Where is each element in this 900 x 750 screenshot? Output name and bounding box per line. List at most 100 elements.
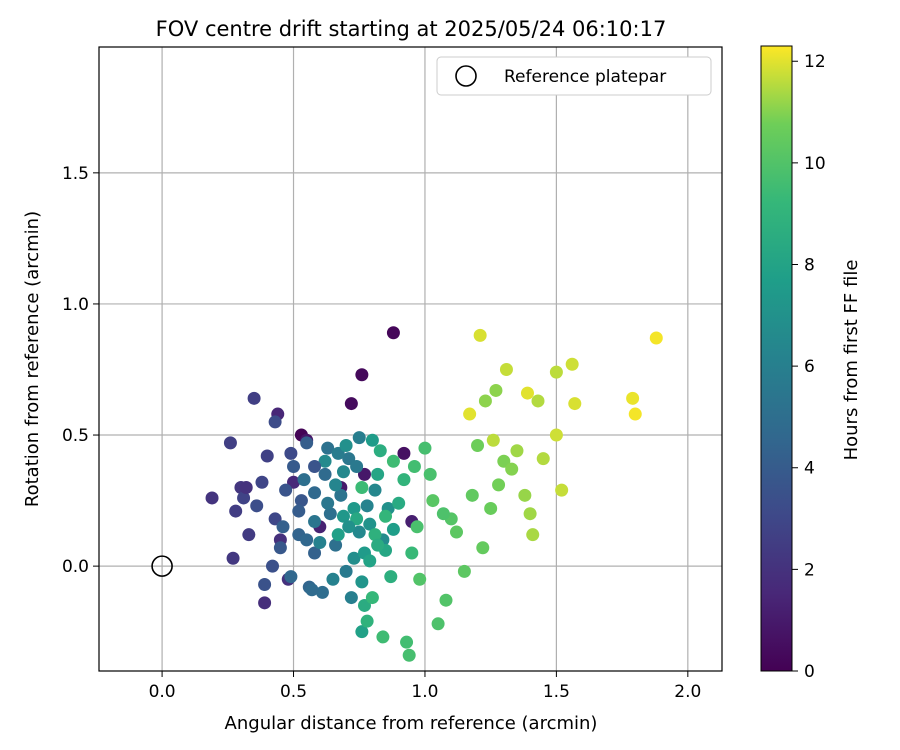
scatter-point (318, 454, 332, 468)
scatter-point (276, 520, 290, 534)
scatter-point (365, 433, 379, 447)
scatter-point (397, 446, 411, 460)
scatter-point (489, 383, 503, 397)
scatter-point (439, 593, 453, 607)
scatter-point (284, 570, 298, 584)
scatter-point (258, 577, 272, 591)
scatter-point (352, 431, 366, 445)
scatter-point (357, 598, 371, 612)
colorbar-tick-label: 6 (804, 357, 815, 377)
scatter-point (402, 648, 416, 662)
scatter-point (329, 538, 343, 552)
scatter-point (308, 459, 322, 473)
scatter-point (484, 501, 498, 515)
scatter-point (413, 572, 427, 586)
scatter-point (526, 528, 540, 542)
x-tick-label: 0.5 (280, 682, 307, 702)
scatter-point (379, 509, 393, 523)
scatter-point (476, 541, 490, 555)
scatter-point (268, 512, 282, 526)
scatter-point (478, 394, 492, 408)
scatter-point (492, 478, 506, 492)
scatter-point (400, 635, 414, 649)
scatter-point (279, 483, 293, 497)
scatter-point (321, 496, 335, 510)
scatter-point (239, 480, 253, 494)
scatter-point (273, 541, 287, 555)
scatter-point (237, 491, 251, 505)
colorbar-tick-label: 2 (804, 560, 815, 580)
scatter-point (373, 444, 387, 458)
scatter-point (315, 585, 329, 599)
scatter-point (329, 478, 343, 492)
colorbar-label: Hours from first FF file (841, 260, 862, 461)
x-axis-ticks: 0.0 0.5 1.0 1.5 2.0 (149, 671, 701, 702)
scatter-point (407, 459, 421, 473)
scatter-point (568, 397, 582, 411)
scatter-point (465, 488, 479, 502)
scatter-point (308, 546, 322, 560)
scatter-point (355, 625, 369, 639)
scatter-point (250, 499, 264, 513)
scatter-point (318, 467, 332, 481)
scatter-point (242, 528, 256, 542)
y-tick-label: 1.5 (62, 164, 89, 184)
scatter-point (628, 407, 642, 421)
scatter-point (313, 536, 327, 550)
plot-background (99, 47, 722, 671)
scatter-point (265, 559, 279, 573)
y-axis-label: Rotation from reference (arcmin) (22, 211, 43, 507)
scatter-point (531, 394, 545, 408)
scatter-point (450, 525, 464, 539)
scatter-point (342, 452, 356, 466)
reference-platepar-marker (151, 555, 173, 577)
scatter-point (549, 428, 563, 442)
scatter-point (376, 630, 390, 644)
scatter-point (386, 454, 400, 468)
scatter-point (268, 415, 282, 429)
scatter-point (284, 446, 298, 460)
scatter-point (287, 459, 301, 473)
scatter-point (308, 515, 322, 529)
scatter-point (463, 407, 477, 421)
scatter-point (405, 546, 419, 560)
x-tick-label: 2.0 (674, 682, 701, 702)
scatter-point (368, 528, 382, 542)
scatter-point (386, 326, 400, 340)
scatter-point (321, 441, 335, 455)
scatter-point (297, 473, 311, 487)
scatter-point (360, 614, 374, 628)
scatter-point (371, 538, 385, 552)
scatter-point (360, 499, 374, 513)
scatter-point (418, 441, 432, 455)
scatter-point (363, 554, 377, 568)
scatter-point (536, 452, 550, 466)
scatter-point (473, 328, 487, 342)
scatter-point (339, 439, 353, 453)
scatter-point (355, 480, 369, 494)
scatter-point (497, 454, 511, 468)
scatter-point (344, 397, 358, 411)
colorbar: 0 2 4 6 8 10 12 Hours from first FF file (760, 45, 862, 682)
scatter-point (520, 386, 534, 400)
colorbar-tick-label: 10 (804, 154, 826, 174)
scatter-point (323, 507, 337, 521)
scatter-point (392, 496, 406, 510)
scatter-point (342, 520, 356, 534)
scatter-point (339, 564, 353, 578)
scatter-point (410, 520, 424, 534)
scatter-point (555, 483, 569, 497)
scatter-point (331, 446, 345, 460)
scatter-point (258, 596, 272, 610)
scatter-point (365, 591, 379, 605)
grid (99, 47, 722, 671)
scatter-point (471, 439, 485, 453)
y-tick-label: 1.0 (62, 295, 89, 315)
scatter-point (336, 509, 350, 523)
y-tick-label: 0.0 (62, 557, 89, 577)
colorbar-tick-label: 4 (804, 459, 815, 479)
scatter-point (229, 504, 243, 518)
scatter-point (363, 517, 377, 531)
scatter-point (344, 591, 358, 605)
colorbar-ticks: 0 2 4 6 8 10 12 (792, 52, 826, 682)
